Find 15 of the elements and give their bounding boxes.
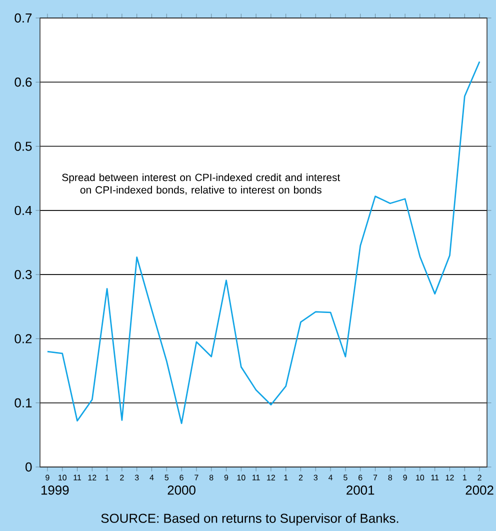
text: 1999 [41, 486, 69, 495]
annotation: Spread between interest on CPI-indexed credit and interest on CPI-indexed bonds, relative to interest on bonds [62, 173, 340, 195]
text: 2002 [466, 486, 494, 495]
y-tick-label: 0.1 [14, 398, 32, 408]
y-tick-label: 0.4 [14, 206, 32, 216]
y-tick-label: 0.7 [14, 13, 32, 23]
text: 2001 [346, 486, 374, 495]
y-tick-label: 0.6 [14, 78, 32, 87]
line-series [46, 60, 480, 424]
y-tick-label: 0.5 [14, 142, 32, 151]
text: 2000 [168, 486, 196, 495]
y-tick-label: 0.3 [14, 270, 32, 280]
source-note: SOURCE: Based on returns to Supervisor of Banks. [101, 513, 398, 526]
y-tick-label: 0 [26, 462, 32, 472]
y-tick-label: 0.2 [14, 334, 32, 344]
